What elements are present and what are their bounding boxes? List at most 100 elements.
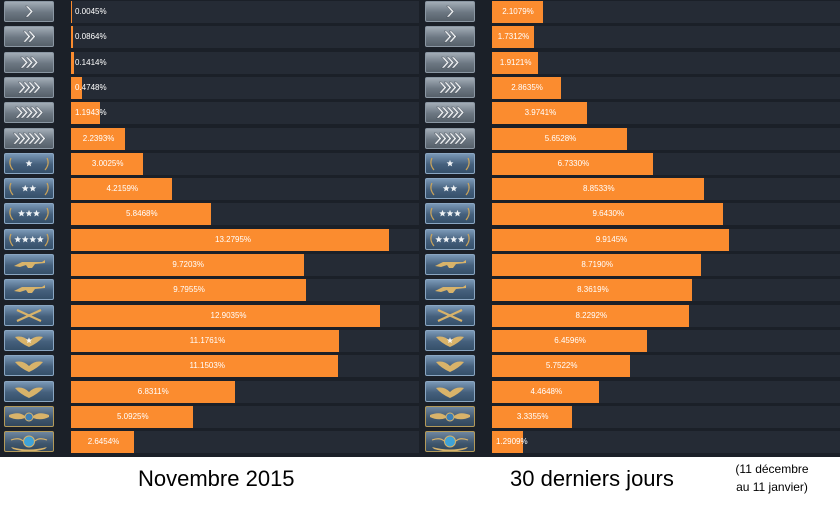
chart-left: 0.0045% 0.0864% 0.1414% 0.4748% 1.1943% 2.239…	[0, 0, 421, 457]
data-label: 12.9035%	[210, 310, 247, 320]
bar-track: 1.7312%	[492, 26, 840, 49]
bar-track: 0.1414%	[71, 51, 419, 74]
eagle-icon	[4, 380, 54, 402]
bar	[71, 405, 193, 428]
data-label: 9.6430%	[592, 209, 625, 219]
bar-track: 12.9035%	[71, 304, 419, 327]
bar-track: 9.6430%	[492, 203, 840, 226]
bar-row: 1.1943%	[0, 101, 419, 126]
data-label: 5.0925%	[117, 411, 149, 421]
bar-track: 4.4648%	[492, 380, 840, 403]
bar-row: 4.4648%	[421, 380, 840, 405]
bar	[71, 1, 72, 23]
star-4-icon	[425, 228, 475, 250]
bar	[492, 26, 534, 49]
bar-track: 6.8311%	[71, 380, 419, 403]
star-2-icon	[425, 178, 475, 200]
chevron-2-icon	[4, 26, 54, 48]
bar-row: 2.8635%	[421, 76, 840, 101]
bar	[71, 102, 100, 125]
chevron-2-icon	[425, 26, 475, 48]
bar-track: 2.1079%	[492, 1, 840, 23]
bar-row: 9.7955%	[0, 278, 419, 303]
data-label: 9.9145%	[595, 234, 628, 244]
bar-row: 1.2909%	[421, 430, 840, 455]
bar-row: 9.6430%	[421, 202, 840, 227]
bar	[492, 254, 701, 276]
bar-row: 5.6528%	[421, 127, 840, 152]
data-label: 2.6454%	[87, 437, 120, 447]
chevron-1-icon	[425, 1, 475, 22]
data-label: 6.8311%	[137, 386, 169, 396]
bar-track: 2.6454%	[71, 431, 419, 454]
data-label: 3.0025%	[91, 158, 124, 168]
data-label: 0.1414%	[75, 57, 107, 67]
caption-right: 30 derniers jours	[510, 466, 674, 491]
rifle-icon	[4, 279, 54, 301]
bar-track: 2.8635%	[492, 76, 840, 99]
chevron-6-icon	[4, 127, 54, 149]
bar-track: 8.7190%	[492, 254, 840, 276]
bar-row: 5.7522%	[421, 354, 840, 379]
bar	[71, 26, 74, 49]
eagle-icon	[425, 355, 475, 377]
bar	[492, 76, 561, 99]
bar	[71, 380, 235, 403]
bar-track: 4.2159%	[71, 178, 419, 201]
data-label: 11.1503%	[189, 361, 225, 371]
bar	[492, 102, 588, 125]
bar-track: 8.3619%	[492, 279, 840, 302]
eagle-star-icon	[425, 329, 475, 351]
bar-row: 0.0864%	[0, 25, 419, 50]
chevron-3-icon	[425, 51, 475, 73]
chart-right: 2.1079% 1.7312% 1.9121% 2.8635% 3.9741% 5.652…	[421, 0, 840, 457]
bar-row: 6.7330%	[421, 152, 840, 177]
crossed-rifles-icon	[425, 304, 475, 326]
chevron-6-icon	[425, 127, 475, 149]
bar-track: 5.7522%	[492, 355, 840, 378]
bar-track: 13.2795%	[71, 228, 419, 251]
eagle-icon	[4, 355, 54, 377]
eagle-icon	[425, 380, 475, 402]
data-label: 9.7203%	[172, 260, 204, 269]
bar-track: 0.0045%	[71, 1, 419, 23]
data-label: 2.1079%	[502, 7, 534, 16]
bar	[492, 152, 654, 175]
bar-row: 2.6454%	[0, 430, 419, 455]
data-label: 4.2159%	[106, 184, 139, 194]
bar	[71, 304, 380, 327]
star-3-icon	[4, 203, 54, 225]
bar-row: 8.2292%	[421, 304, 840, 329]
bar-row: 5.8468%	[0, 202, 419, 227]
bar	[492, 178, 704, 201]
bar-track: 11.1761%	[71, 329, 419, 352]
data-label: 5.7522%	[545, 361, 578, 371]
bar	[492, 228, 730, 251]
chevron-5-icon	[425, 102, 475, 124]
data-label: 1.9121%	[499, 57, 532, 67]
bar-track: 6.7330%	[492, 152, 840, 175]
winged-emblem-icon	[4, 405, 54, 427]
bar-track: 8.2292%	[492, 304, 840, 327]
rifle-icon	[425, 254, 475, 275]
star-1-icon	[425, 152, 475, 174]
data-label: 8.7190%	[581, 260, 613, 269]
bar-row: 2.2393%	[0, 127, 419, 152]
bar	[492, 279, 693, 302]
bar	[492, 1, 543, 23]
chart-panel: 0.0045% 0.0864% 0.1414% 0.4748% 1.1943% 2.239…	[0, 0, 840, 457]
bar	[492, 304, 690, 327]
data-label: 1.1943%	[75, 108, 107, 118]
bar	[71, 127, 125, 150]
data-label: 3.3355%	[516, 411, 549, 421]
bar-row: 3.3355%	[421, 405, 840, 430]
bar-track: 9.7203%	[71, 254, 419, 276]
bar-row: 8.7190%	[421, 253, 840, 278]
bar-row: 11.1503%	[0, 354, 419, 379]
bar	[71, 228, 389, 251]
bar	[71, 178, 172, 201]
data-label: 2.2393%	[82, 133, 115, 143]
bar-row: 0.4748%	[0, 76, 419, 101]
star-4-icon	[4, 228, 54, 250]
bar-row: 1.7312%	[421, 25, 840, 50]
